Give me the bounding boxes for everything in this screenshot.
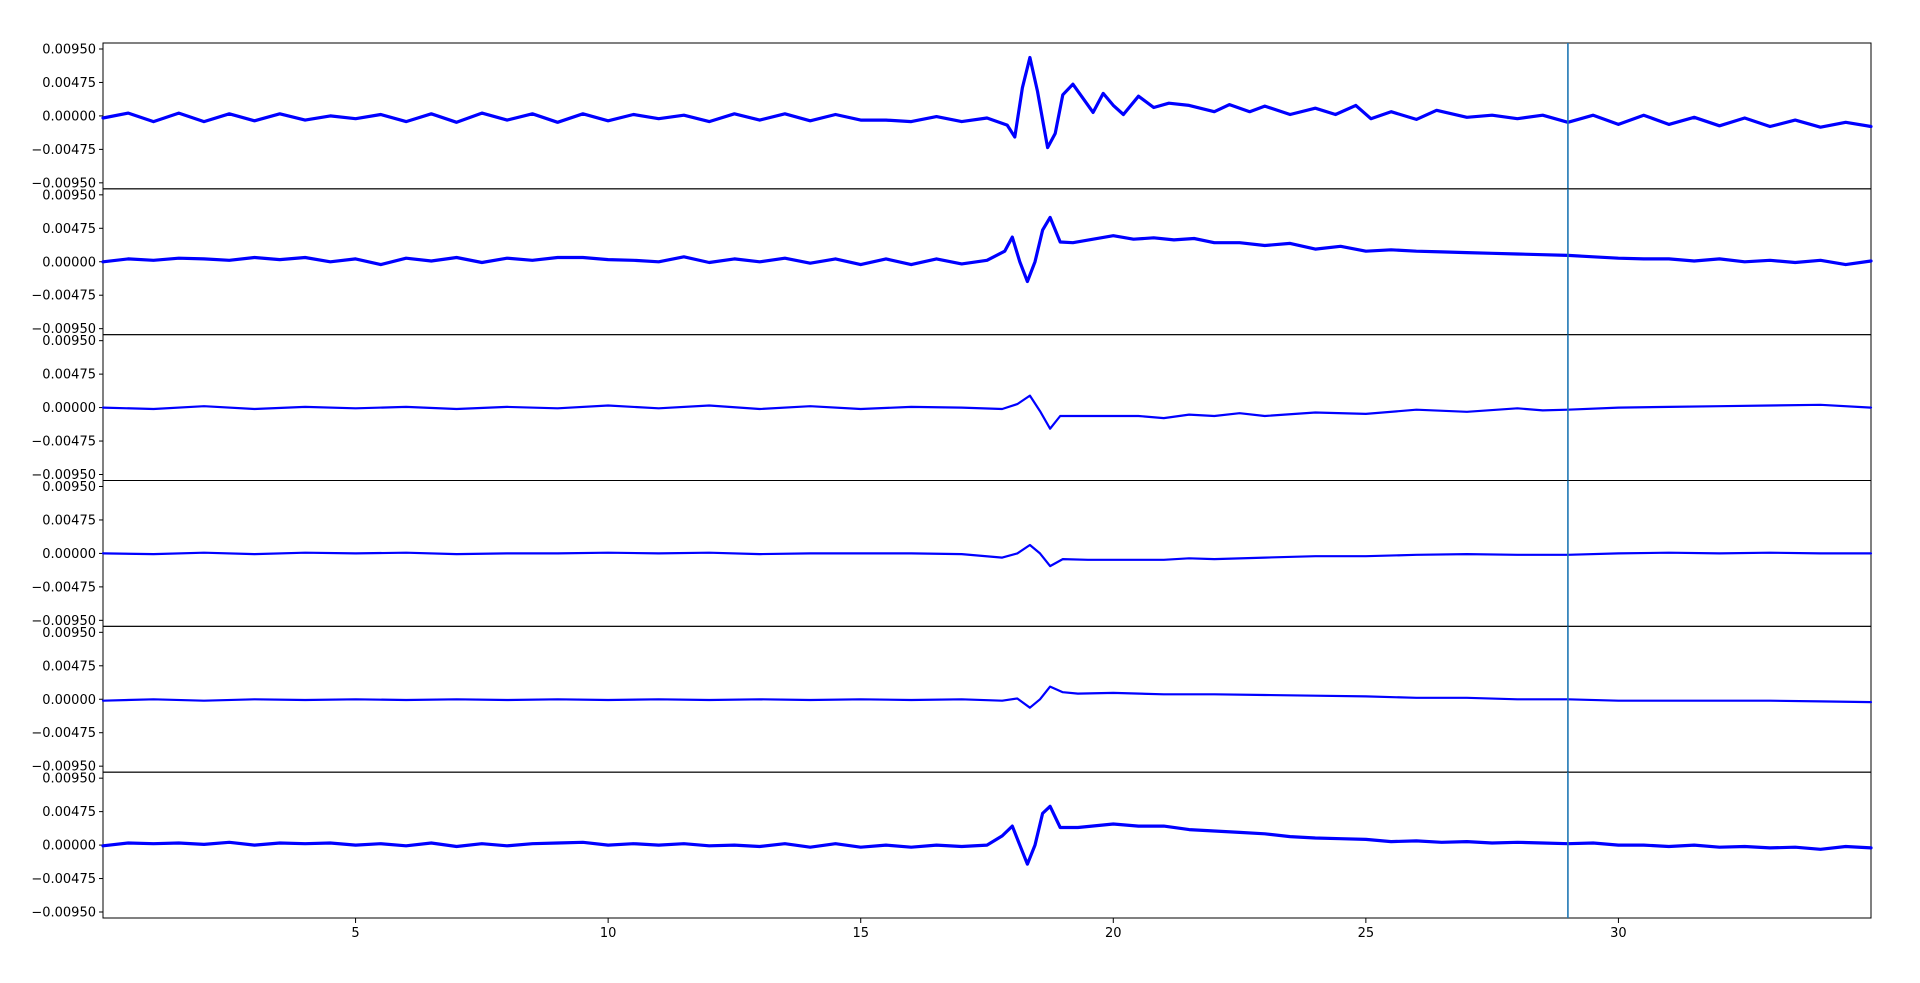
waveform-trace — [101, 55, 1873, 150]
y-tick-label: 0.00000 — [42, 693, 96, 708]
x-tick-label: 15 — [852, 926, 869, 941]
y-tick-label: 0.00950 — [42, 772, 96, 787]
y-tick-label: −0.00475 — [31, 143, 96, 158]
waveform-trace — [101, 685, 1873, 709]
y-tick-label: 0.00000 — [42, 839, 96, 854]
y-tick-label: 0.00475 — [42, 222, 96, 237]
waveform-trace — [101, 804, 1873, 866]
shared-x-axis: 5 10 15 20 25 30 — [351, 918, 1627, 941]
waveform-panels: 0.009500.004750.00000−0.00475−0.009500.0… — [31, 42, 1873, 921]
x-tick-label: 30 — [1610, 926, 1627, 941]
y-tick-label: 0.00000 — [42, 547, 96, 562]
y-tick-label: 0.00475 — [42, 368, 96, 383]
y-tick-label: −0.00475 — [31, 726, 96, 741]
panel-2: 0.00950 0.00475 0.00000 −0.00475 −0.00950 — [31, 188, 1873, 337]
waveform-trace — [101, 394, 1873, 430]
y-tick-label: −0.00950 — [31, 322, 96, 337]
y-tick-label: 0.00950 — [42, 188, 96, 203]
y-tick-label: −0.00950 — [31, 760, 96, 775]
waveform-trace — [101, 543, 1873, 568]
y-tick-label: −0.00475 — [31, 580, 96, 595]
y-tick-label: −0.00475 — [31, 435, 96, 450]
x-tick-label: 25 — [1358, 926, 1375, 941]
y-tick-label: 0.00000 — [42, 255, 96, 270]
panel-5: 0.00950 0.00475 0.00000 −0.00475 −0.00950 — [31, 625, 1873, 775]
y-tick-label: 0.00475 — [42, 659, 96, 674]
x-tick-label: 20 — [1105, 926, 1122, 941]
y-tick-label: −0.00950 — [31, 468, 96, 483]
y-tick-label: 0.00950 — [42, 334, 96, 349]
x-tick-label: 5 — [351, 926, 359, 941]
x-tick-label: 10 — [600, 926, 617, 941]
y-tick-label: 0.00950 — [42, 43, 96, 58]
panel-4: 0.00950 0.00475 0.00000 −0.00475 −0.00950 — [31, 480, 1873, 629]
y-tick-label: −0.00475 — [31, 289, 96, 304]
y-tick-label: 0.00000 — [42, 401, 96, 416]
y-tick-label: −0.00475 — [31, 872, 96, 887]
panel-6: 0.00950 0.00475 0.00000 −0.00475 −0.00950 — [31, 771, 1873, 921]
y-tick-label: 0.00475 — [42, 513, 96, 528]
y-tick-label: −0.00950 — [31, 176, 96, 191]
y-tick-label: −0.00950 — [31, 614, 96, 629]
y-tick-label: 0.00475 — [42, 805, 96, 820]
y-tick-label: −0.00950 — [31, 906, 96, 921]
y-tick-label: 0.00000 — [42, 109, 96, 124]
panel-3: 0.00950 0.00475 0.00000 −0.00475 −0.00950 — [31, 334, 1873, 483]
y-tick-label: 0.00475 — [42, 76, 96, 91]
y-tick-label: 0.00950 — [42, 480, 96, 495]
waveform-trace — [101, 215, 1873, 284]
y-tick-label: 0.00950 — [42, 626, 96, 641]
